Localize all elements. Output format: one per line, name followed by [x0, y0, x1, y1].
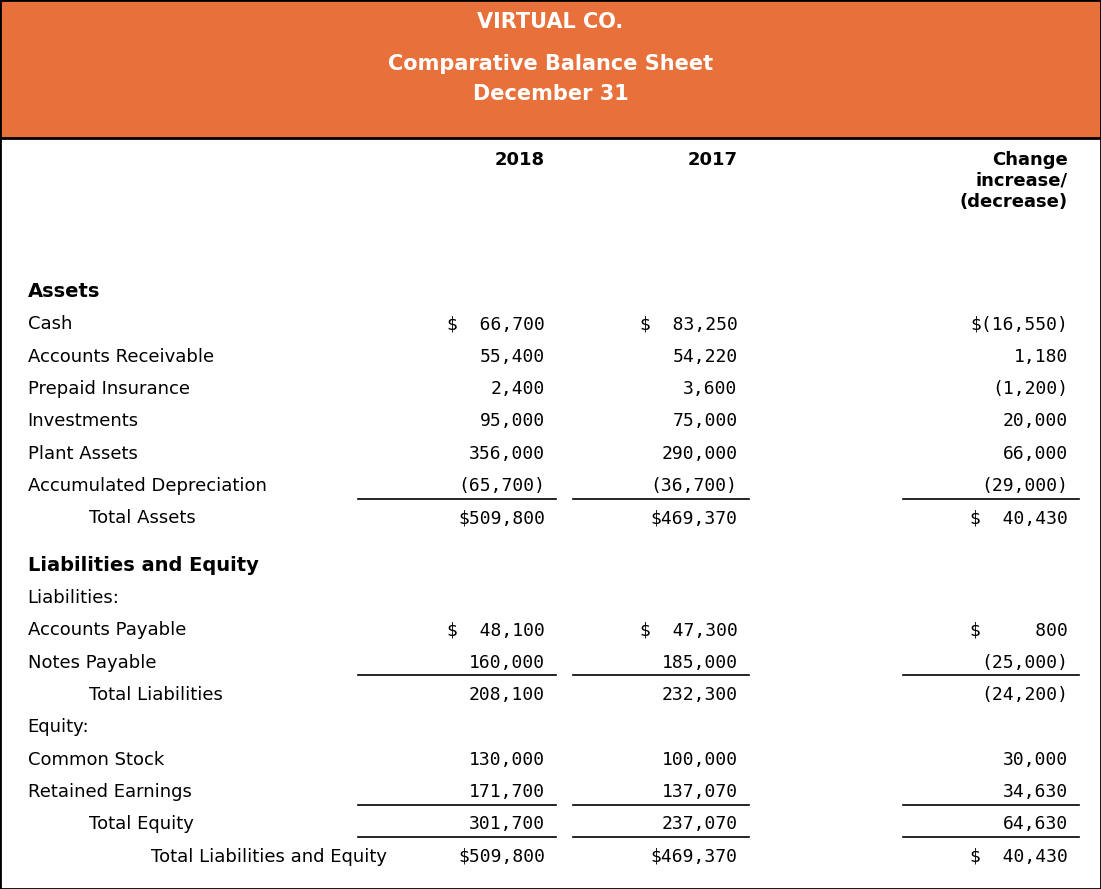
- Text: $(16,550): $(16,550): [970, 316, 1068, 333]
- Text: Liabilities and Equity: Liabilities and Equity: [28, 556, 259, 575]
- Text: 100,000: 100,000: [662, 750, 738, 769]
- Text: $  47,300: $ 47,300: [640, 621, 738, 639]
- Text: Notes Payable: Notes Payable: [28, 653, 156, 671]
- Text: 185,000: 185,000: [662, 653, 738, 671]
- Bar: [0, 0, 1101, 138]
- Text: 3,600: 3,600: [684, 380, 738, 398]
- Text: $     800: $ 800: [970, 621, 1068, 639]
- Text: 237,070: 237,070: [662, 815, 738, 833]
- Text: 137,070: 137,070: [662, 783, 738, 801]
- Text: (24,200): (24,200): [981, 686, 1068, 704]
- Text: 290,000: 290,000: [662, 444, 738, 462]
- Text: 20,000: 20,000: [1003, 412, 1068, 430]
- Text: Accounts Receivable: Accounts Receivable: [28, 348, 214, 365]
- Text: 232,300: 232,300: [662, 686, 738, 704]
- Text: Assets: Assets: [28, 283, 100, 301]
- Text: (1,200): (1,200): [992, 380, 1068, 398]
- Text: 75,000: 75,000: [673, 412, 738, 430]
- Text: Total Liabilities and Equity: Total Liabilities and Equity: [105, 848, 386, 866]
- Text: Change
increase/
(decrease): Change increase/ (decrease): [960, 151, 1068, 211]
- Text: 1,180: 1,180: [1014, 348, 1068, 365]
- Text: 2017: 2017: [688, 151, 738, 169]
- Text: 356,000: 356,000: [469, 444, 545, 462]
- Text: $  83,250: $ 83,250: [640, 316, 738, 333]
- Text: $  48,100: $ 48,100: [447, 621, 545, 639]
- Text: 130,000: 130,000: [469, 750, 545, 769]
- Text: (29,000): (29,000): [981, 477, 1068, 495]
- Text: Comparative Balance Sheet: Comparative Balance Sheet: [388, 54, 713, 75]
- Text: (25,000): (25,000): [981, 653, 1068, 671]
- Text: 34,630: 34,630: [1003, 783, 1068, 801]
- Text: Retained Earnings: Retained Earnings: [28, 783, 192, 801]
- Text: $509,800: $509,800: [458, 509, 545, 527]
- Text: 2018: 2018: [494, 151, 545, 169]
- Text: VIRTUAL CO.: VIRTUAL CO.: [478, 12, 623, 32]
- Text: 66,000: 66,000: [1003, 444, 1068, 462]
- Text: 208,100: 208,100: [469, 686, 545, 704]
- Text: $  40,430: $ 40,430: [970, 509, 1068, 527]
- Text: $509,800: $509,800: [458, 848, 545, 866]
- Text: $469,370: $469,370: [651, 848, 738, 866]
- Text: $469,370: $469,370: [651, 509, 738, 527]
- Text: 54,220: 54,220: [673, 348, 738, 365]
- Text: Total Equity: Total Equity: [66, 815, 194, 833]
- Text: Liabilities:: Liabilities:: [28, 589, 119, 607]
- Text: 301,700: 301,700: [469, 815, 545, 833]
- Text: 30,000: 30,000: [1003, 750, 1068, 769]
- Text: (36,700): (36,700): [651, 477, 738, 495]
- Text: Total Assets: Total Assets: [66, 509, 196, 527]
- Text: 171,700: 171,700: [469, 783, 545, 801]
- Text: 64,630: 64,630: [1003, 815, 1068, 833]
- Text: 160,000: 160,000: [469, 653, 545, 671]
- Text: Accumulated Depreciation: Accumulated Depreciation: [28, 477, 266, 495]
- Text: Equity:: Equity:: [28, 718, 89, 736]
- Text: Accounts Payable: Accounts Payable: [28, 621, 186, 639]
- Text: Investments: Investments: [28, 412, 139, 430]
- Text: Cash: Cash: [28, 316, 72, 333]
- Text: Plant Assets: Plant Assets: [28, 444, 138, 462]
- Text: December 31: December 31: [472, 84, 629, 104]
- Text: $  40,430: $ 40,430: [970, 848, 1068, 866]
- Text: 2,400: 2,400: [491, 380, 545, 398]
- Text: $  66,700: $ 66,700: [447, 316, 545, 333]
- Text: 55,400: 55,400: [480, 348, 545, 365]
- Text: 95,000: 95,000: [480, 412, 545, 430]
- Text: (65,700): (65,700): [458, 477, 545, 495]
- Text: Prepaid Insurance: Prepaid Insurance: [28, 380, 189, 398]
- Text: Total Liabilities: Total Liabilities: [66, 686, 222, 704]
- Text: Common Stock: Common Stock: [28, 750, 164, 769]
